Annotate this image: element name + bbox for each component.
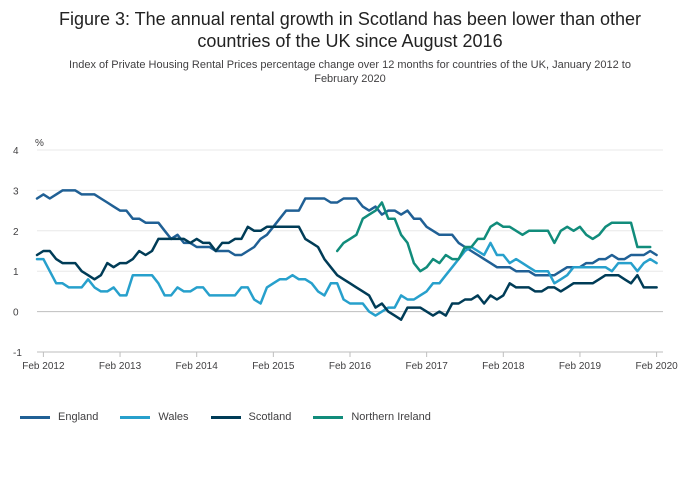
y-tick-label: 1 bbox=[13, 267, 19, 278]
y-tick-label: 0 bbox=[13, 308, 19, 319]
gridlines bbox=[37, 149, 663, 353]
y-tick-label: 2 bbox=[13, 227, 19, 238]
chart-subtitle-line-1: Index of Private Housing Rental Prices p… bbox=[69, 59, 631, 71]
y-tick-label: 4 bbox=[13, 146, 19, 157]
series-line-wales bbox=[35, 241, 658, 317]
chart-title-line-1: Figure 3: The annual rental growth in Sc… bbox=[58, 9, 642, 29]
series-line-scotland bbox=[35, 225, 658, 321]
legend-label: Northern Ireland bbox=[351, 411, 431, 423]
x-tick-label: Feb 2016 bbox=[329, 361, 372, 372]
y-tick-label: 3 bbox=[13, 186, 19, 197]
y-axis: % -1 0 1 2 3 4 bbox=[13, 138, 44, 359]
x-tick-label: Feb 2019 bbox=[559, 361, 602, 372]
series-lines bbox=[35, 189, 658, 321]
x-tick-label: Feb 2015 bbox=[252, 361, 295, 372]
x-tick-label: Feb 2020 bbox=[635, 361, 678, 372]
legend-swatch bbox=[120, 415, 151, 419]
y-axis-label: % bbox=[35, 138, 44, 149]
series-line-england bbox=[35, 189, 658, 277]
series-line-northern-ireland bbox=[335, 201, 652, 273]
chart-title-line-2: countries of the UK since August 2016 bbox=[197, 31, 503, 51]
legend: England Wales Scotland Northern Ireland bbox=[20, 408, 453, 426]
x-tick-label: Feb 2012 bbox=[22, 361, 65, 372]
chart-title: Figure 3: The annual rental growth in Sc… bbox=[0, 8, 700, 52]
chart-subtitle: Index of Private Housing Rental Prices p… bbox=[20, 58, 680, 86]
legend-item-scotland[interactable]: Scotland bbox=[210, 411, 292, 423]
x-tick-label: Feb 2013 bbox=[99, 361, 142, 372]
chart-subtitle-line-2: February 2020 bbox=[314, 73, 386, 85]
legend-swatch bbox=[20, 415, 50, 419]
legend-item-northern-ireland[interactable]: Northern Ireland bbox=[313, 411, 431, 423]
legend-label: England bbox=[58, 411, 99, 423]
x-axis: Feb 2012 Feb 2013 Feb 2014 Feb 2015 Feb 2016… bbox=[22, 351, 678, 372]
legend-label: Wales bbox=[158, 411, 189, 423]
legend-swatch bbox=[210, 415, 241, 419]
x-tick-label: Feb 2017 bbox=[406, 361, 449, 372]
legend-item-england[interactable]: England bbox=[20, 411, 98, 423]
x-tick-label: Feb 2018 bbox=[482, 361, 525, 372]
x-tick-label: Feb 2014 bbox=[176, 361, 219, 372]
legend-swatch bbox=[313, 415, 344, 419]
y-tick-label: -1 bbox=[13, 348, 22, 359]
legend-item-wales[interactable]: Wales bbox=[120, 411, 189, 423]
legend-label: Scotland bbox=[248, 411, 292, 423]
